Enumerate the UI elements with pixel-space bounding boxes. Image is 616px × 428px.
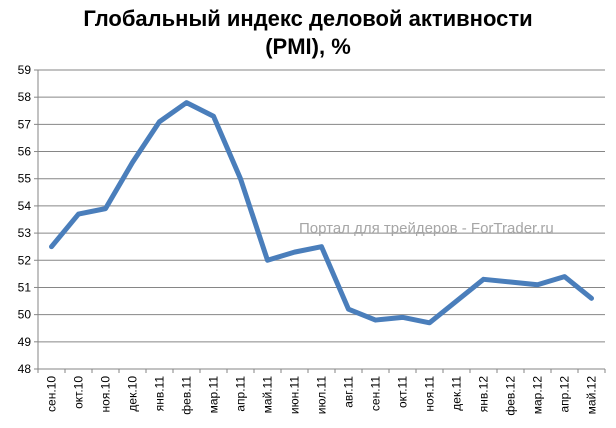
x-tick-label: янв.12	[477, 376, 491, 413]
y-tick-label: 52	[18, 253, 32, 267]
y-tick-label: 55	[18, 172, 32, 186]
x-axis: сен.10 окт.10 ноя.10 дек.10 янв.11 фев.11 мар.…	[37, 369, 606, 416]
x-tick-label: сен.11	[369, 376, 383, 411]
y-axis: 48 49 50 51 52 53 54 55 56 57 58 59	[18, 63, 38, 376]
x-tick-label: авг.11	[342, 376, 356, 408]
y-tick-label: 48	[18, 362, 32, 376]
y-tick-label: 57	[18, 117, 32, 131]
x-tick-label: окт.10	[72, 376, 86, 409]
y-tick-label: 53	[18, 226, 32, 240]
x-tick-label: май.12	[585, 376, 599, 415]
y-tick-label: 59	[18, 63, 32, 77]
y-tick-label: 51	[18, 280, 32, 294]
gridlines	[38, 69, 605, 343]
x-tick-label: июн.11	[288, 376, 302, 414]
chart-title-line-1: Глобальный индекс деловой активности	[83, 6, 532, 31]
x-tick-label: мар.11	[207, 376, 221, 414]
x-tick-label: дек.10	[126, 376, 140, 412]
x-tick-label: мар.12	[531, 376, 545, 415]
y-tick-label: 54	[18, 199, 32, 213]
y-tick-label: 50	[18, 308, 32, 322]
x-tick-label: апр.12	[558, 376, 572, 413]
x-tick-label: сен.10	[45, 376, 59, 412]
x-tick-label: фев.11	[180, 376, 194, 415]
y-tick-label: 49	[18, 335, 32, 349]
x-tick-label: фев.12	[504, 376, 518, 416]
watermark-text: Портал для трейдеров - ForTrader.ru	[299, 220, 554, 237]
x-tick-label: окт.11	[396, 376, 410, 408]
x-tick-label: янв.11	[153, 376, 167, 412]
x-tick-label: ноя.10	[99, 376, 113, 413]
series-line	[49, 100, 594, 326]
x-tick-label: дек.11	[450, 376, 464, 411]
x-tick-label: ноя.11	[423, 376, 437, 412]
x-tick-label: апр.11	[234, 376, 248, 412]
y-tick-label: 58	[18, 90, 32, 104]
x-tick-label: май.11	[261, 376, 275, 414]
y-tick-label: 56	[18, 145, 32, 159]
chart-title-line-2: (PMI), %	[265, 34, 351, 59]
x-tick-label: июл.11	[315, 376, 329, 415]
